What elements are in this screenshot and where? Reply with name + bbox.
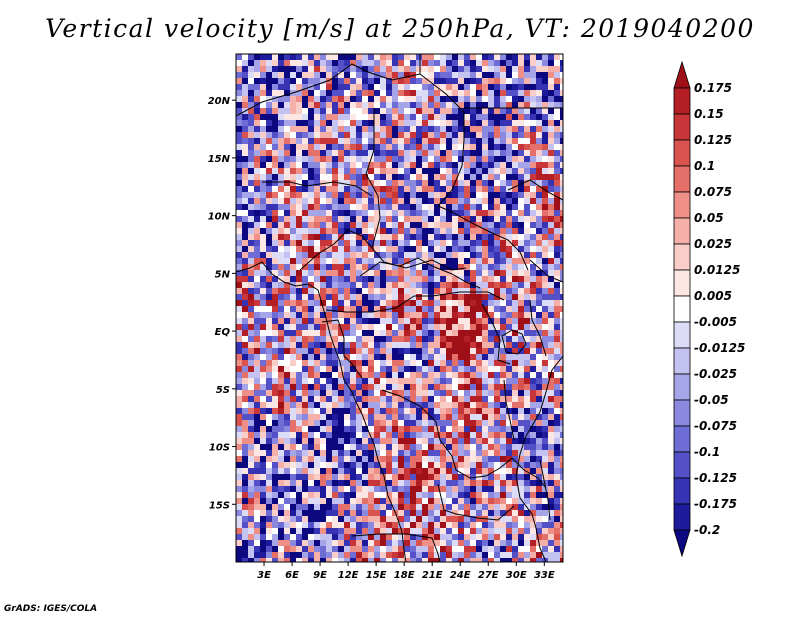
colorbar-level-label: -0.075 xyxy=(694,419,737,433)
colorbar-swatch xyxy=(673,347,691,375)
lon-tick-label: 21E xyxy=(422,570,443,581)
colorbar-swatch xyxy=(673,451,691,479)
colorbar-swatch xyxy=(673,425,691,453)
colorbar-swatch xyxy=(673,321,691,349)
lat-tick-label: 10S xyxy=(209,443,230,454)
lake-victoria xyxy=(501,329,527,355)
lon-tick-label: 6E xyxy=(285,570,299,581)
border-namibia xyxy=(351,533,441,562)
border-congo xyxy=(325,291,505,313)
lon-tick-label: 27E xyxy=(478,570,499,581)
border-uganda xyxy=(481,303,511,365)
lat-tick-label: 10N xyxy=(208,212,231,223)
colorbar-level-label: 0.005 xyxy=(694,289,732,303)
lon-tick-label: 24E xyxy=(450,570,471,581)
colorbar-swatch xyxy=(673,243,691,271)
vertical-velocity-field xyxy=(236,54,563,562)
colorbar-level-label: 0.025 xyxy=(694,237,732,251)
east-africa-coastline xyxy=(515,355,563,562)
lon-tick-label: 33E xyxy=(534,570,555,581)
colorbar-level-label: 0.125 xyxy=(694,133,732,147)
lat-tick-label: 15S xyxy=(209,500,230,511)
colorbar-level-label: 0.175 xyxy=(694,81,732,95)
grads-credit: GrADS: IGES/COLA xyxy=(4,604,98,614)
colorbar-level-label: -0.125 xyxy=(694,471,737,485)
colorbar-level-label: 0.1 xyxy=(694,159,715,173)
lon-tick-label: 15E xyxy=(366,570,387,581)
border-angola-zambia xyxy=(437,483,515,521)
colorbar-level-label: -0.005 xyxy=(694,315,737,329)
colorbar-swatch xyxy=(673,139,691,167)
lon-tick-label: 18E xyxy=(394,570,415,581)
lake-tanganyika xyxy=(503,379,515,441)
colorbar-level-label: 0.15 xyxy=(694,107,724,121)
colorbar-level-label: -0.05 xyxy=(694,393,729,407)
colorbar-level-label: -0.175 xyxy=(694,497,737,511)
lon-tick-label: 3E xyxy=(257,570,271,581)
border-nigeria xyxy=(262,181,373,197)
latitude-axis: 20N 15N 10N 5N EQ 5S 10S 15S xyxy=(208,96,236,511)
colorbar-swatch xyxy=(673,165,691,193)
colorbar-level-label: -0.2 xyxy=(694,523,720,537)
lon-tick-label: 30E xyxy=(506,570,527,581)
border-car xyxy=(359,257,481,289)
chart-title: Vertical velocity [m/s] at 250hPa, VT: 2… xyxy=(45,14,755,43)
lat-tick-label: EQ xyxy=(215,327,231,338)
colorbar-level-label: 0.075 xyxy=(694,185,732,199)
coastlines-and-borders xyxy=(236,54,563,562)
border-drc-angola xyxy=(381,389,513,479)
colorbar-level-label: -0.1 xyxy=(694,445,720,459)
lon-tick-label: 9E xyxy=(313,570,327,581)
border-somalia xyxy=(529,259,563,283)
lat-tick-label: 15N xyxy=(208,154,231,165)
border-sudan-south xyxy=(437,205,529,271)
colorbar-bottom-triangle xyxy=(673,529,691,558)
border-cameroon xyxy=(299,229,373,271)
colorbar-top-triangle xyxy=(673,60,691,89)
lat-tick-label: 5N xyxy=(215,269,231,280)
border-kenya xyxy=(529,299,547,357)
colorbar-swatch xyxy=(673,113,691,141)
longitude-axis: 3E 6E 9E 12E 15E 18E 21E 24E 27E 30E 33E xyxy=(257,562,555,581)
colorbar-level-label: -0.025 xyxy=(694,367,737,381)
lat-tick-label: 5S xyxy=(216,385,230,396)
lake-malawi xyxy=(539,459,551,521)
border-zambia-mozambique xyxy=(511,457,547,489)
lon-tick-label: 12E xyxy=(338,570,359,581)
colorbar-swatch xyxy=(673,217,691,245)
colorbar-level-label: 0.05 xyxy=(694,211,724,225)
colorbar-swatch xyxy=(673,87,691,115)
colorbar-swatch xyxy=(673,373,691,401)
colorbar-level-label: -0.0125 xyxy=(694,341,745,355)
lat-tick-label: 20N xyxy=(208,96,231,107)
colorbar-swatch xyxy=(673,503,691,531)
border-gabon xyxy=(321,319,363,379)
map-frame xyxy=(235,53,564,563)
colorbar-swatch xyxy=(673,399,691,427)
colorbar-swatch xyxy=(673,269,691,297)
colorbar-swatch xyxy=(673,477,691,505)
border-sahel xyxy=(236,63,465,207)
colorbar-swatch xyxy=(673,295,691,323)
colorbar-level-label: 0.0125 xyxy=(694,263,740,277)
west-africa-coastline xyxy=(236,261,407,562)
border-ethiopia xyxy=(507,179,563,201)
colorbar-swatch xyxy=(673,191,691,219)
